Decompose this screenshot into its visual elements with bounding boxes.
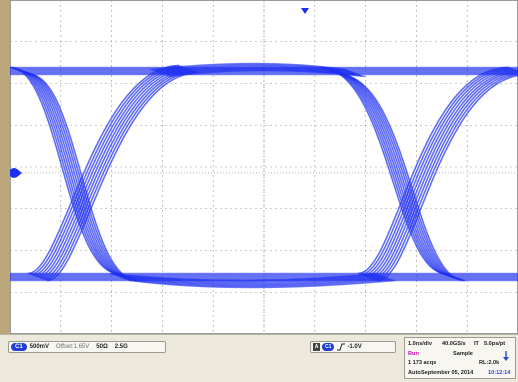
eye-traces <box>10 62 518 289</box>
trace-left-rising <box>39 69 192 279</box>
trace-right-rising <box>372 72 518 280</box>
down-arrow-icon <box>503 351 509 361</box>
trace-left-rising <box>34 67 187 277</box>
acquisition-count: 1 173 acqs <box>408 360 437 366</box>
trace-left-rising <box>27 64 180 275</box>
trigger-source-channel: C1 <box>322 343 335 351</box>
trace-right-rising <box>376 74 518 282</box>
record-length: RL:2.0k <box>479 360 500 366</box>
acquisition-mode: Sample <box>453 351 473 357</box>
date: September 05, 2014 <box>421 370 474 376</box>
status-bar: C1 500mV Offset:1.65V 50Ω 2.5G A C1 -1.0… <box>0 334 518 382</box>
trace-right-rising <box>362 68 514 276</box>
left-frame-bar <box>0 0 10 340</box>
trace-right-falling <box>324 68 451 276</box>
trace-right-falling <box>326 69 454 277</box>
trace-right-rising <box>357 66 510 275</box>
trace-left-rising <box>32 66 184 276</box>
trace-right-falling <box>334 72 461 280</box>
trace-left-falling <box>12 67 122 276</box>
sample-rate: 40.0GS/s <box>442 341 466 347</box>
trace-left-falling <box>10 66 120 275</box>
trace-eye-bottom <box>124 278 391 287</box>
resolution: 5.0ps/pt <box>484 341 506 347</box>
trace-right-rising <box>369 71 518 279</box>
channel-bandwidth: 2.5G <box>114 344 128 350</box>
channel-settings-badge[interactable]: C1 500mV Offset:1.65V 50Ω 2.5G <box>8 341 166 353</box>
trace-left-falling <box>24 72 134 280</box>
trace-left-falling <box>21 71 132 279</box>
trace-eye-bottom <box>128 279 396 289</box>
trace-right-rising <box>374 73 518 281</box>
trace-right-falling <box>319 66 447 275</box>
trace-left-falling <box>16 69 127 277</box>
trigger-level: -1.0V <box>347 344 362 350</box>
trace-left-rising <box>44 70 196 281</box>
trace-right-falling <box>329 70 456 278</box>
trace-right-rising <box>364 69 517 277</box>
trace-eye-top <box>168 69 366 78</box>
trace-right-falling <box>322 67 449 276</box>
trace-left-rising <box>37 68 189 278</box>
trace-left-falling <box>26 72 136 281</box>
trace-left-rising <box>46 71 199 282</box>
time: 10:12:14 <box>488 370 511 376</box>
channel-offset: Offset:1.65V <box>56 344 90 350</box>
channel-impedance: 50Ω <box>96 344 108 350</box>
timebase: 1.0ns/div <box>408 341 432 347</box>
trace-right-falling <box>338 73 466 282</box>
trace-left-rising <box>42 70 194 280</box>
trace-eye-bottom <box>126 279 393 288</box>
acquisition-status-panel[interactable]: 1.0ns/div 40.0GS/s IT 5.0ps/pt Run Sampl… <box>404 337 516 379</box>
trigger-settings-badge[interactable]: A C1 -1.0V <box>310 341 396 353</box>
trigger-position-marker[interactable] <box>301 8 309 14</box>
trace-right-falling <box>331 71 459 279</box>
trace-left-falling <box>28 73 139 282</box>
mode-it: IT <box>474 341 479 347</box>
rising-edge-icon <box>337 343 346 351</box>
trace-left-falling <box>19 70 129 278</box>
trace-left-falling <box>14 68 124 276</box>
channel-scale: 500mV <box>29 344 50 350</box>
channel-ground-marker[interactable] <box>10 168 22 178</box>
channel-label[interactable]: C1 <box>11 343 27 351</box>
trace-right-rising <box>360 67 512 276</box>
run-state: Run <box>408 351 419 357</box>
trigger-source-letter: A <box>313 343 320 351</box>
trace-right-rising <box>367 70 518 278</box>
trace-left-rising <box>30 65 182 276</box>
trigger-mode: Auto <box>408 370 421 376</box>
trace-right-falling <box>336 72 463 281</box>
eye-diagram-display <box>10 0 518 334</box>
